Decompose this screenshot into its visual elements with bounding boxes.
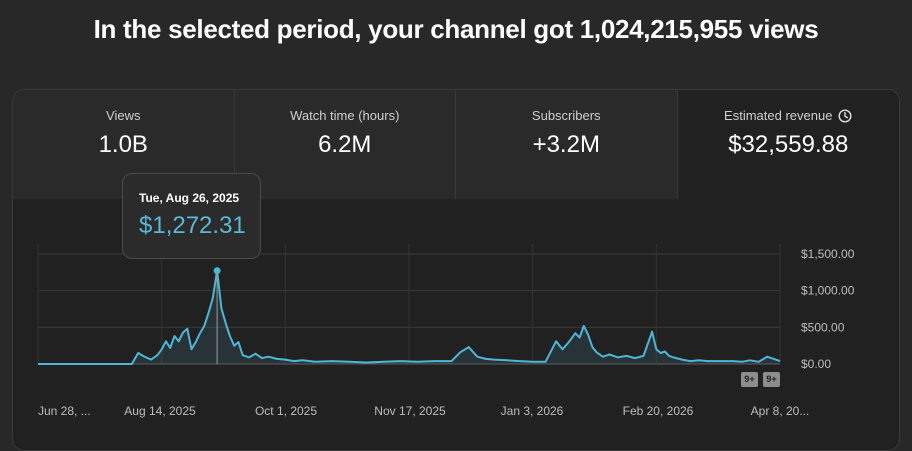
revenue-chart[interactable]: $1,500.00 $1,000.00 $500.00 $0.00 Jun 28, ..… [13,90,899,450]
x-tick-label: Feb 20, 2026 [623,404,694,418]
clock-icon[interactable] [838,108,852,123]
y-tick-label: $0.00 [801,357,831,371]
y-tick-label: $1,500.00 [801,247,855,261]
y-tick-label: $1,000.00 [801,284,855,298]
series-line [38,269,781,365]
hover-point[interactable] [213,267,221,275]
tooltip-value: $1,272.31 [139,212,246,239]
y-tick-label: $500.00 [801,320,845,334]
x-tick-label: Jan 3, 2026 [501,404,564,418]
metric-label: Estimated revenue [724,108,833,123]
summary-headline: In the selected period, your channel got… [93,14,819,44]
annotation-badge[interactable]: 9+ [741,372,758,387]
tooltip-date: Tue, Aug 26, 2025 [139,191,240,205]
x-tick-label: Oct 1, 2025 [255,404,317,418]
x-tick-label: Aug 14, 2025 [124,404,196,418]
analytics-card: Views 1.0B Watch time (hours) 6.2M Subsc… [12,89,900,451]
x-tick-label: Apr 8, 20... [751,404,810,418]
metric-tabs: Views 1.0B Watch time (hours) 6.2M Subsc… [13,90,899,199]
metric-value: 1.0B [98,131,148,158]
chart-tooltip: Tue, Aug 26, 2025 $1,272.31 [122,173,261,259]
metric-label: Watch time (hours) [290,108,400,123]
metric-value: $32,559.88 [728,131,849,158]
metric-label: Subscribers [531,108,601,123]
metric-value: +3.2M [532,131,600,158]
metric-tab-estimated-revenue[interactable]: Estimated revenue $32,559.88 [677,90,899,199]
annotation-badge[interactable]: 9+ [763,372,780,387]
x-tick-label: Nov 17, 2025 [374,404,446,418]
series-area [38,270,780,364]
metric-tab-watch-time[interactable]: Watch time (hours) 6.2M [234,90,456,199]
metric-tab-subscribers[interactable]: Subscribers +3.2M [456,90,678,199]
x-tick-label: Jun 28, ... [38,404,91,418]
metric-label: Views [106,108,141,123]
metric-value: 6.2M [318,131,372,158]
